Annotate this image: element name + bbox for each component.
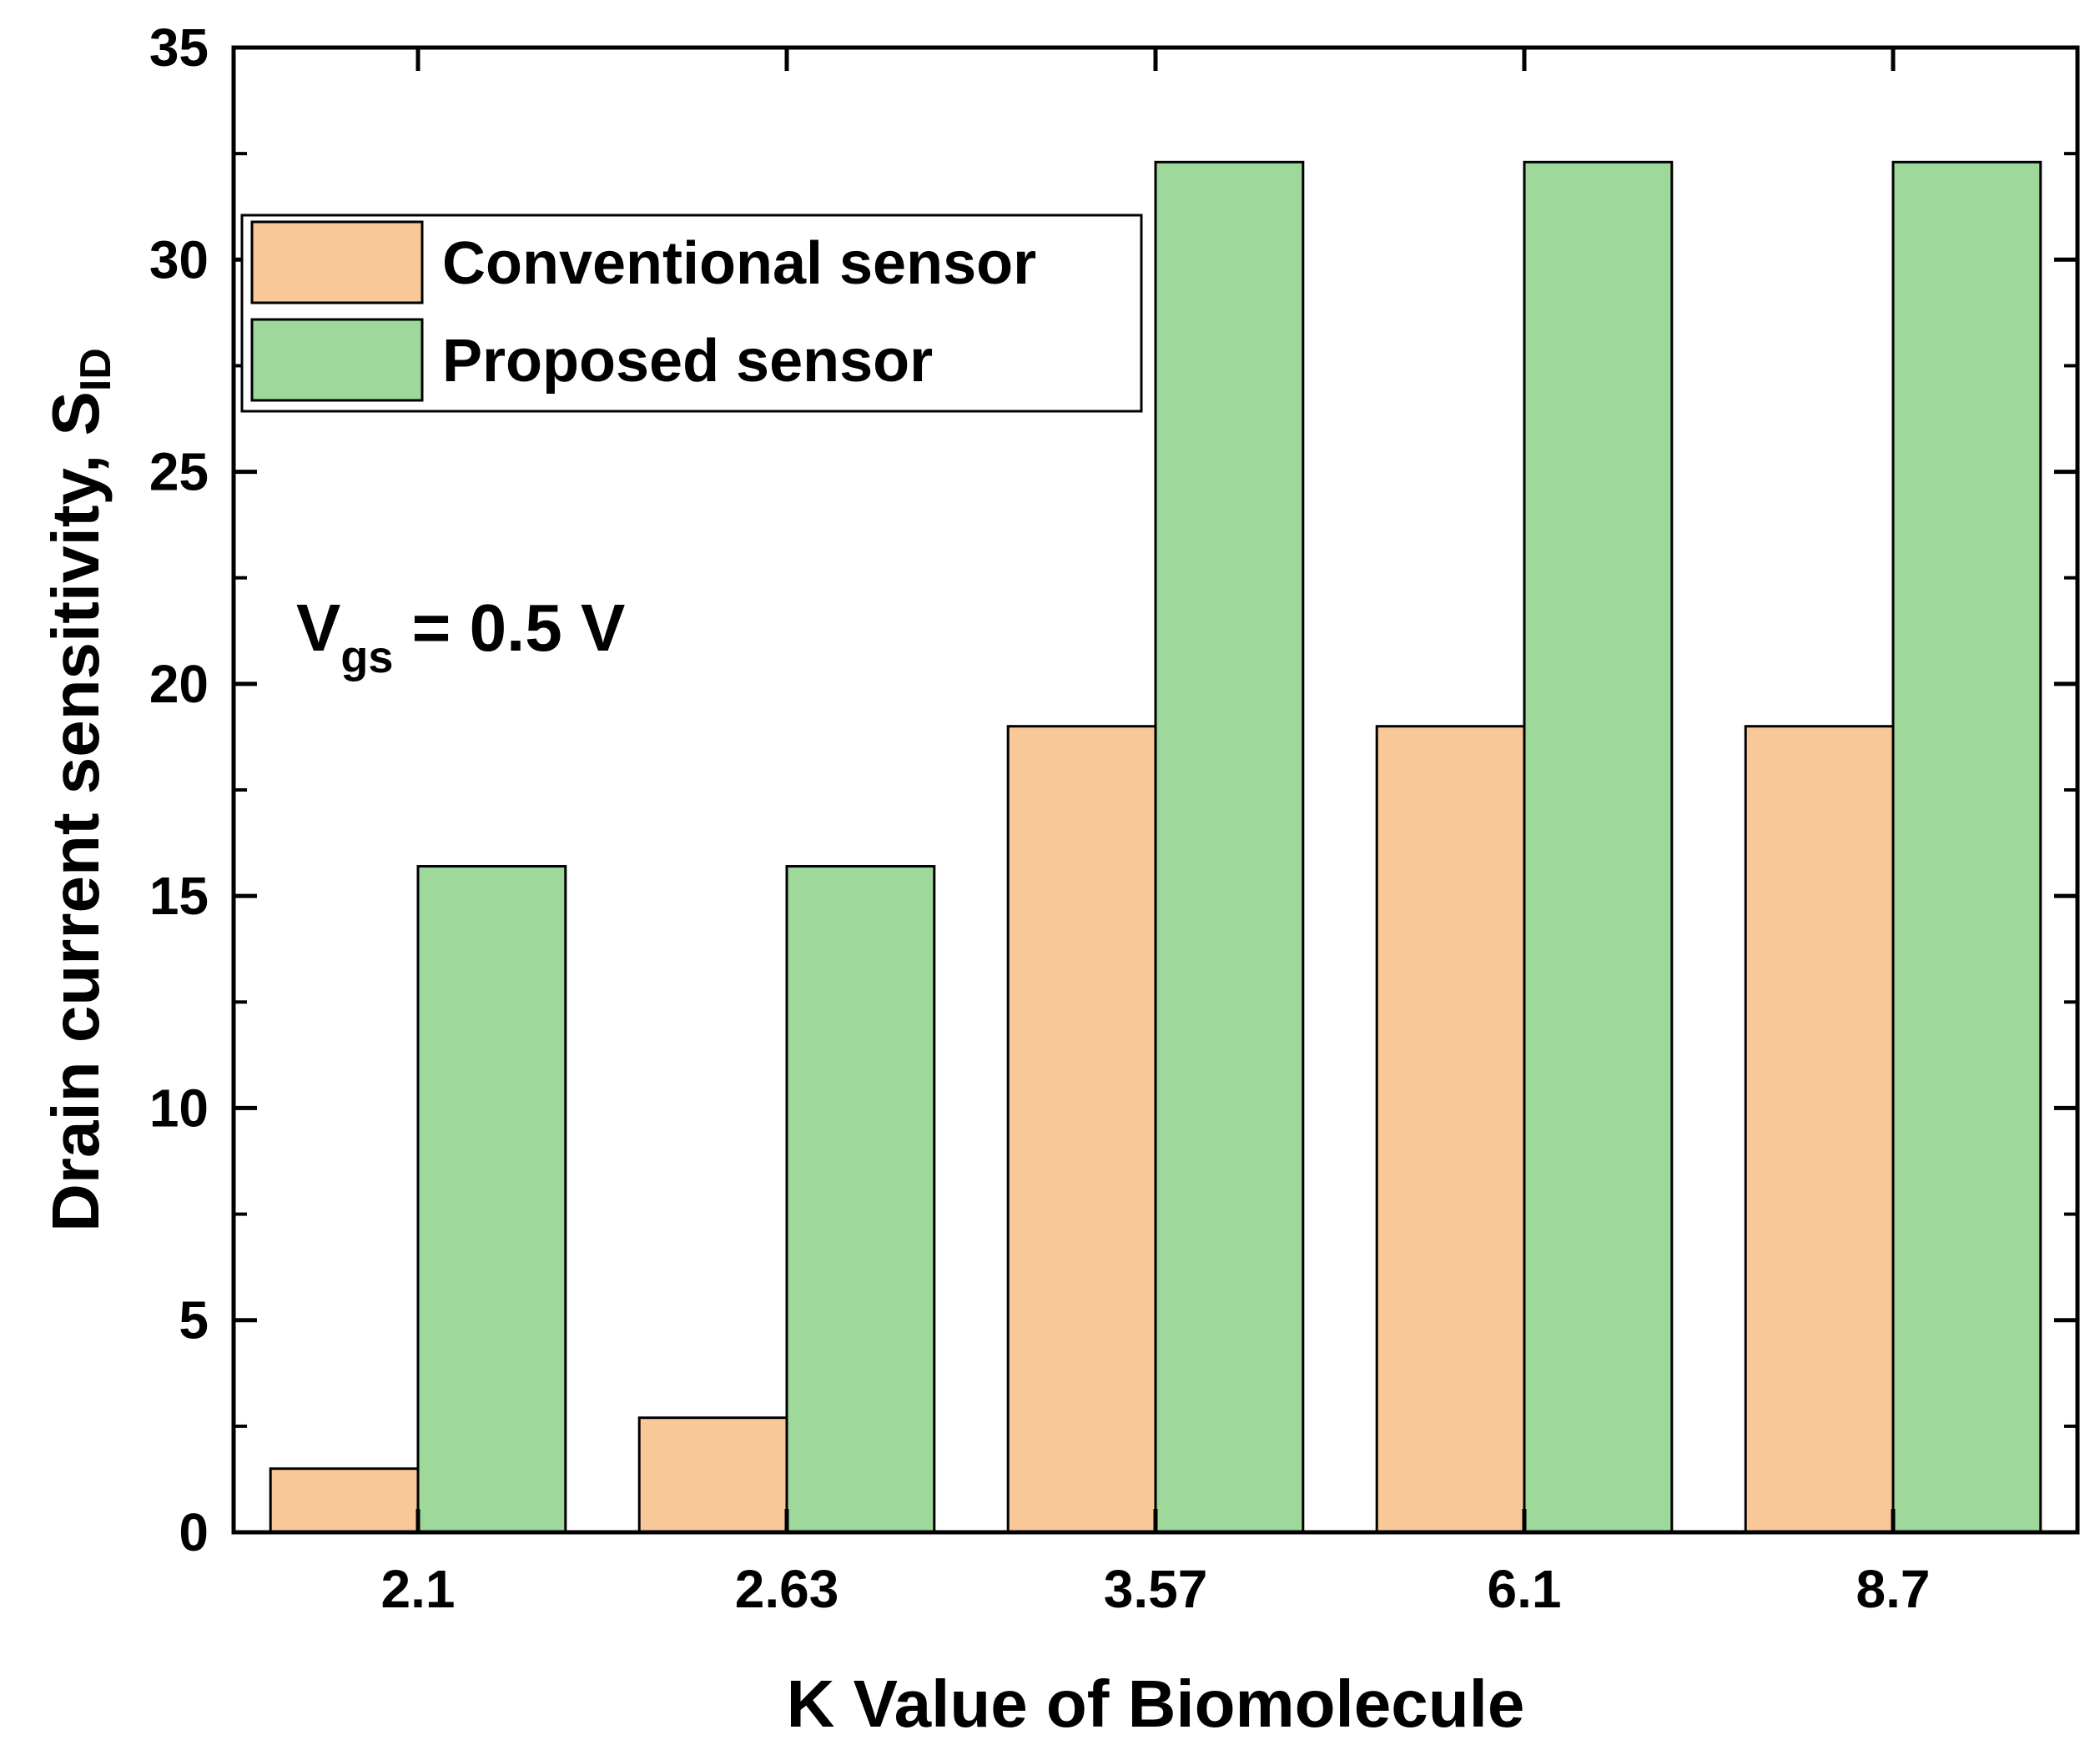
annotation-subscript: gs [340, 632, 393, 682]
legend: Conventional sensor Proposed sensor [240, 214, 1143, 413]
bar-conventional-6.1 [1375, 725, 1526, 1534]
legend-label-conventional: Conventional sensor [442, 230, 1036, 297]
bars-group [269, 160, 2042, 1534]
x-tick-label: 2.1 [381, 1559, 456, 1619]
annotation-rest: = 0.5 V [393, 591, 625, 665]
vgs-annotation: Vgs = 0.5 V [296, 591, 625, 682]
legend-label-proposed: Proposed sensor [442, 328, 933, 395]
bar-proposed-8.7 [1891, 160, 2042, 1534]
bar-conventional-3.57 [1006, 725, 1157, 1534]
x-axis-title: K Value of Biomolecule [787, 1667, 1525, 1741]
x-tick-label: 3.57 [1104, 1559, 1208, 1619]
axes-group: 0 5 10 15 20 25 30 35 2.1 2.63 3.57 6.1 8.7 [149, 18, 2077, 1619]
annotation-main: V [296, 591, 340, 665]
y-tick-label: 0 [179, 1502, 209, 1562]
y-axis-title-subscript: ID [72, 348, 120, 391]
bar-conventional-2.1 [269, 1467, 420, 1534]
y-tick-label: 35 [149, 18, 209, 78]
bar-proposed-2.1 [416, 865, 567, 1534]
bar-proposed-6.1 [1523, 160, 1674, 1534]
legend-swatch-proposed [250, 318, 424, 402]
y-tick-label: 30 [149, 229, 209, 289]
y-tick-label: 5 [179, 1290, 209, 1350]
bar-conventional-2.63 [637, 1416, 788, 1534]
y-axis-title: Drain current sensitivity, SID [38, 348, 120, 1232]
y-tick-label: 20 [149, 654, 209, 714]
y-tick-label: 15 [149, 866, 209, 926]
legend-swatch-conventional [250, 220, 424, 304]
y-tick-label: 25 [149, 442, 209, 502]
x-tick-label: 8.7 [1856, 1559, 1931, 1619]
bar-conventional-8.7 [1744, 725, 1895, 1534]
x-tick-label: 2.63 [735, 1559, 839, 1619]
y-tick-label: 10 [149, 1078, 209, 1138]
x-tick-label: 6.1 [1488, 1559, 1562, 1619]
bar-proposed-3.57 [1154, 160, 1305, 1534]
y-axis-title-main: Drain current sensitivity, S [38, 391, 113, 1232]
bar-proposed-2.63 [785, 865, 936, 1534]
